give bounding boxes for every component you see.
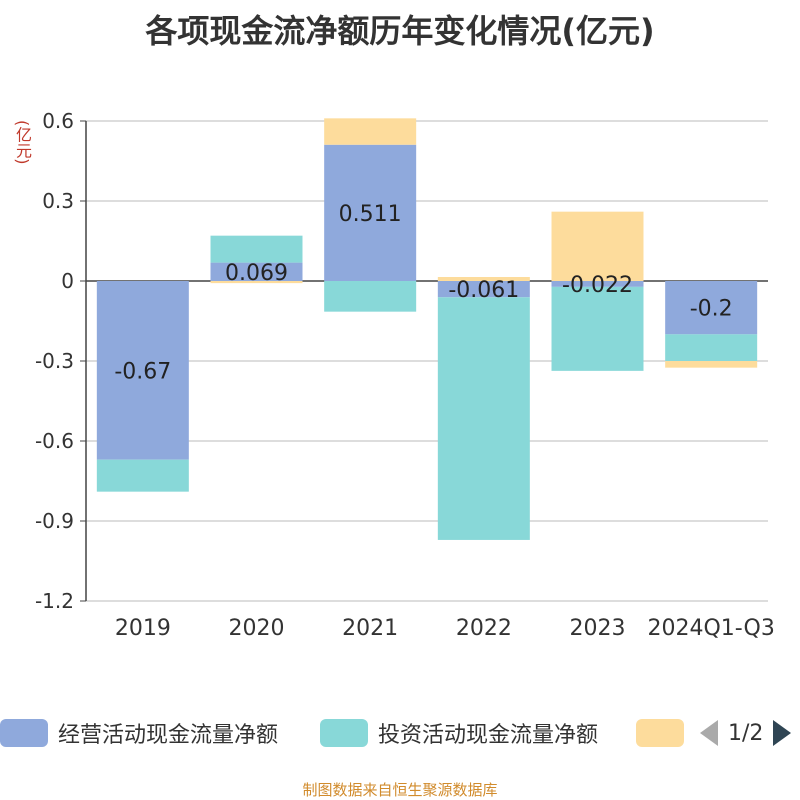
x-tick-label: 2019 [115,616,171,641]
bar-chart: 0.6 0.3 0 -0.3 -0.6 -0.9 -1.2 -0.67 2019 0.069 202… [35,109,775,641]
bar-investing [324,281,417,312]
x-tick-label: 2023 [570,616,626,641]
bar-investing [551,286,644,371]
data-label-operating: 0.511 [339,202,402,227]
legend-label-investing: 投资活动现金流量净额 [378,723,599,748]
bar-operating [665,281,758,335]
x-tick-label: 2020 [229,616,285,641]
y-tick-label: -1.2 [35,589,74,613]
legend-swatch-investing [320,719,368,747]
y-tick-label: -0.6 [35,429,74,453]
x-tick-label: 2024Q1-Q3 [647,616,774,641]
legend-label-operating: 经营活动现金流量净额 [58,723,279,748]
bar-operating [324,144,417,281]
legend-item-operating[interactable]: 经营活动现金流量净额 [0,716,278,750]
bar-third-series [324,118,417,145]
data-label-operating: -0.2 [690,297,733,322]
y-tick-label: 0.3 [42,189,74,213]
legend-pager: 1/2 [700,716,792,750]
pager-page-text: 1/2 [728,720,764,746]
y-tick-label: -0.9 [35,509,74,533]
bar-operating [551,281,644,287]
chart-title: 各项现金流净额历年变化情况(亿元) [145,12,655,50]
y-tick-label: -0.3 [35,349,74,373]
data-label-operating: -0.061 [448,278,519,303]
pager-prev-arrow-icon[interactable] [700,720,718,746]
y-tick-label: 0 [61,269,74,293]
bar-third-series [665,361,758,368]
bar-investing [210,235,303,263]
legend-swatch-operating [0,719,48,747]
data-label-operating: -0.022 [562,273,633,298]
y-axis-unit-label: (亿元) [13,120,32,165]
data-source-footer: 制图数据来自恒生聚源数据库 [302,781,498,799]
bar-operating [437,281,530,298]
legend-item-third-series[interactable] [636,716,694,750]
bar-operating [96,281,189,460]
bar-operating [210,262,303,281]
bar-third-series [551,211,644,281]
data-label-operating: 0.069 [225,261,288,286]
bar-investing [437,297,530,540]
x-tick-label: 2022 [456,616,512,641]
pager-next-arrow-icon[interactable] [773,720,792,746]
y-tick-label: 0.6 [42,109,74,133]
legend-item-investing[interactable]: 投资活动现金流量净额 [320,716,598,750]
data-label-operating: -0.67 [114,359,171,384]
bar-investing [665,334,758,361]
bar-investing [96,459,189,492]
legend-swatch-third-series [636,719,684,747]
bar-third-series [437,277,530,281]
bar-third-series [210,281,303,284]
x-tick-label: 2021 [342,616,398,641]
